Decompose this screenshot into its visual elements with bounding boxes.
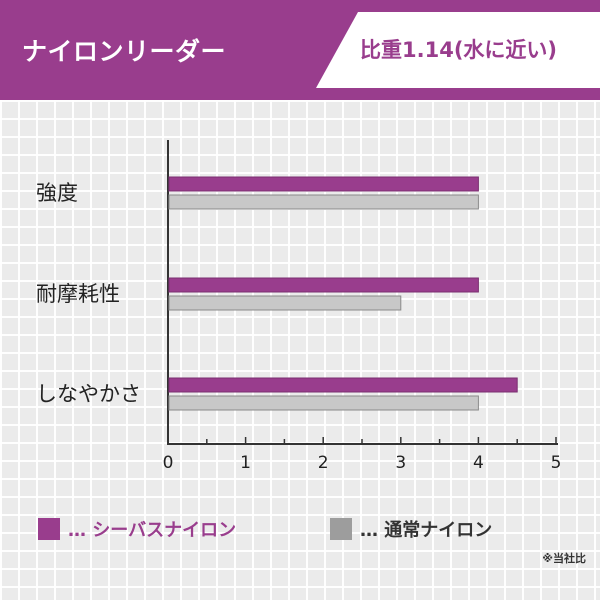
bar-seabass-nylon xyxy=(168,377,518,393)
category-label: 強度 xyxy=(36,181,78,205)
x-tick-label: 2 xyxy=(318,453,329,473)
category-label: 耐摩耗性 xyxy=(36,282,120,306)
bar-seabass-nylon xyxy=(168,277,479,293)
specific-gravity-label: 比重1.14(水に近い) xyxy=(360,38,558,62)
legend-label-seabass: … シーバスナイロン xyxy=(68,520,237,541)
x-tick-label: 4 xyxy=(473,453,484,473)
legend-item-standard: … 通常ナイロン xyxy=(330,516,492,542)
bar-standard-nylon xyxy=(168,194,479,210)
bar-standard-nylon xyxy=(168,295,402,311)
category-label: しなやかさ xyxy=(36,382,141,406)
legend-item-seabass: … シーバスナイロン xyxy=(38,516,236,542)
x-tick-label: 0 xyxy=(163,453,174,473)
x-tick-label: 1 xyxy=(240,453,251,473)
x-tick-label: 5 xyxy=(551,453,562,473)
legend-label-standard: … 通常ナイロン xyxy=(360,520,493,541)
bar-standard-nylon xyxy=(168,395,479,411)
x-tick-label: 3 xyxy=(395,453,406,473)
legend-swatch-purple xyxy=(38,518,60,540)
page-title: ナイロンリーダー xyxy=(22,37,227,66)
bar-seabass-nylon xyxy=(168,176,479,192)
footnote: ※当社比 xyxy=(542,552,586,565)
legend-swatch-gray xyxy=(330,518,352,540)
specific-gravity-badge xyxy=(316,12,600,88)
